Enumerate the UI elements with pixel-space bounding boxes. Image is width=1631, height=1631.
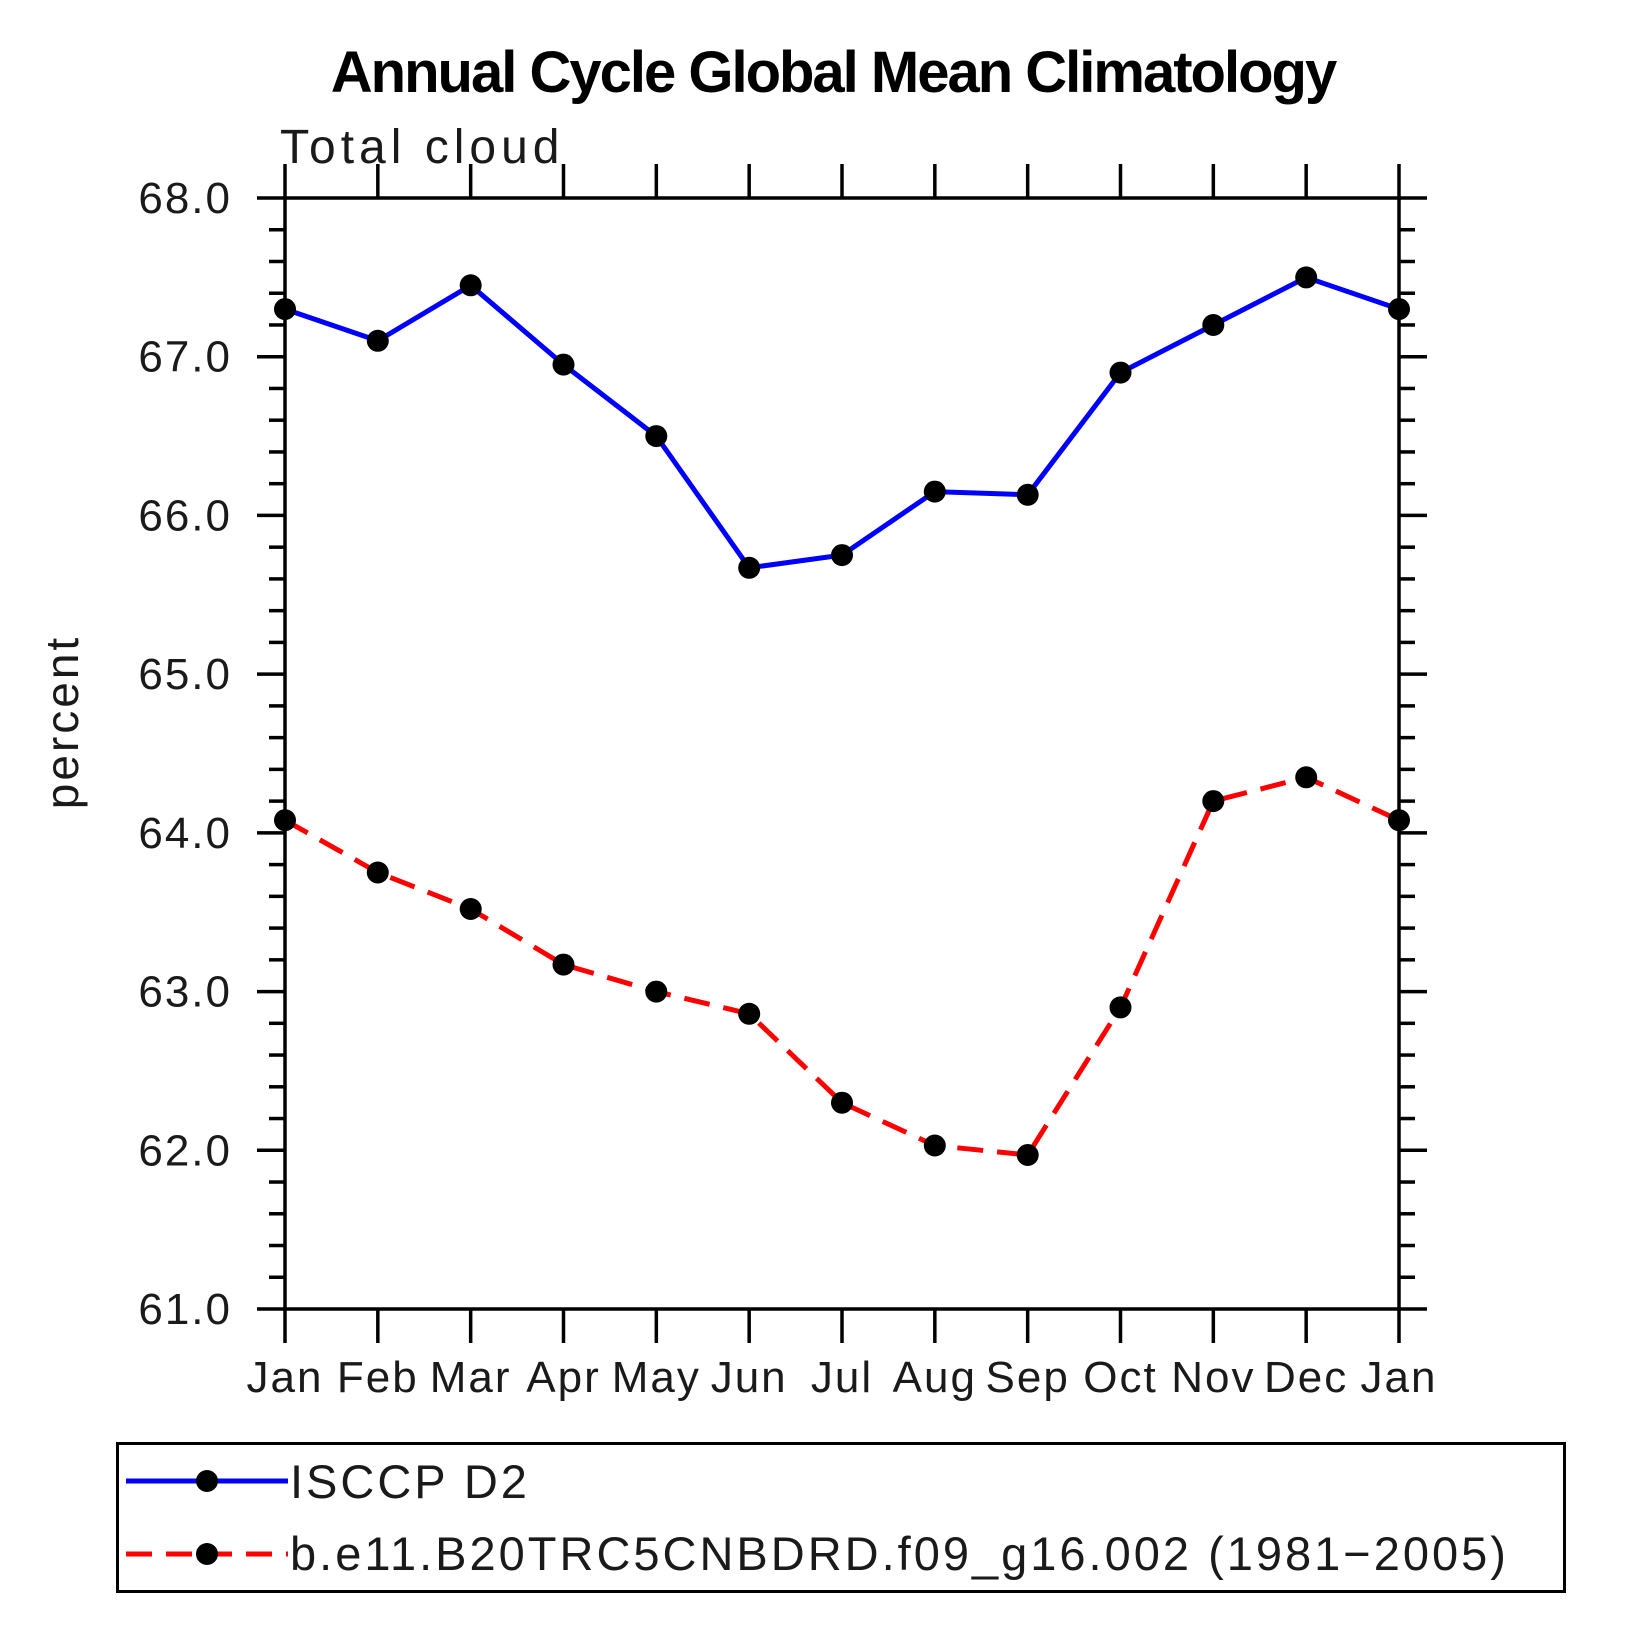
x-tick-label: Aug [893,1353,977,1402]
data-point-marker [923,480,946,503]
data-point-marker [552,953,575,976]
x-tick-label: Jun [711,1353,788,1402]
y-tick-label: 65.0 [138,650,232,699]
legend-label: ISCCP D2 [290,1454,530,1508]
series-line-solid [284,274,1400,571]
y-tick-label: 63.0 [138,968,232,1017]
y-tick-label: 64.0 [138,809,232,858]
data-point-marker [645,425,668,448]
x-tick-label: Feb [337,1353,419,1402]
legend-dashed-line-sample [126,1542,288,1565]
legend-solid-line-sample [126,1470,288,1493]
data-point-marker [831,1091,853,1114]
data-point-marker [738,1002,761,1025]
x-tick-label: Oct [1083,1353,1157,1402]
legend: ISCCP D2 b.e11.B20TRC5CNBDRD.f09_g16.002… [116,1442,1566,1593]
data-point-marker [1388,298,1410,321]
data-point-marker [1202,790,1225,813]
legend-marker-icon [196,1470,218,1493]
data-point-marker [366,329,389,352]
data-point-marker [1016,1144,1039,1166]
chart-title: Annual Cycle Global Mean Climatology [331,40,1337,105]
data-point-marker [274,298,296,321]
data-point-marker [552,353,575,376]
y-tick-label: 68.0 [138,174,232,223]
data-point-marker [1016,483,1039,506]
data-point-marker [459,274,482,297]
data-point-marker [1295,266,1318,289]
x-tick-label: Jul [811,1353,873,1402]
x-tick-label: Nov [1171,1353,1255,1402]
x-tick-label: Apr [526,1353,600,1402]
legend-label: b.e11.B20TRC5CNBDRD.f09_g16.002 (1981−20… [290,1527,1509,1581]
x-tick-label: Jan [247,1353,324,1402]
y-tick-label: 66.0 [138,491,232,540]
legend-item-model: b.e11.B20TRC5CNBDRD.f09_g16.002 (1981−20… [124,1526,1563,1582]
y-tick-label: 62.0 [138,1126,232,1175]
plot-frame [283,196,1401,1311]
x-tick-label: Mar [430,1353,512,1402]
data-point-marker [1388,809,1410,832]
data-point-marker [923,1134,946,1157]
legend-marker-icon [196,1542,218,1565]
data-point-marker [1109,361,1132,384]
data-point-marker [459,898,482,920]
legend-item-isccp: ISCCP D2 [124,1453,1563,1509]
y-axis-title: percent [36,635,88,809]
data-point-marker [738,556,761,579]
data-point-marker [1202,314,1225,336]
chart-subtitle: Total cloud [280,121,564,174]
x-tick-label: Dec [1264,1353,1348,1402]
x-tick-label: May [612,1353,701,1402]
data-point-marker [1109,996,1132,1019]
y-tick-label: 67.0 [138,333,232,382]
x-tick-label: Jan [1361,1353,1438,1402]
data-point-marker [366,861,389,884]
data-point-marker [831,544,853,567]
data-point-marker [645,980,668,1003]
data-point-marker [274,809,296,832]
data-point-marker [1295,766,1318,789]
y-tick-label: 61.0 [138,1285,232,1334]
x-tick-label: Sep [986,1353,1070,1402]
